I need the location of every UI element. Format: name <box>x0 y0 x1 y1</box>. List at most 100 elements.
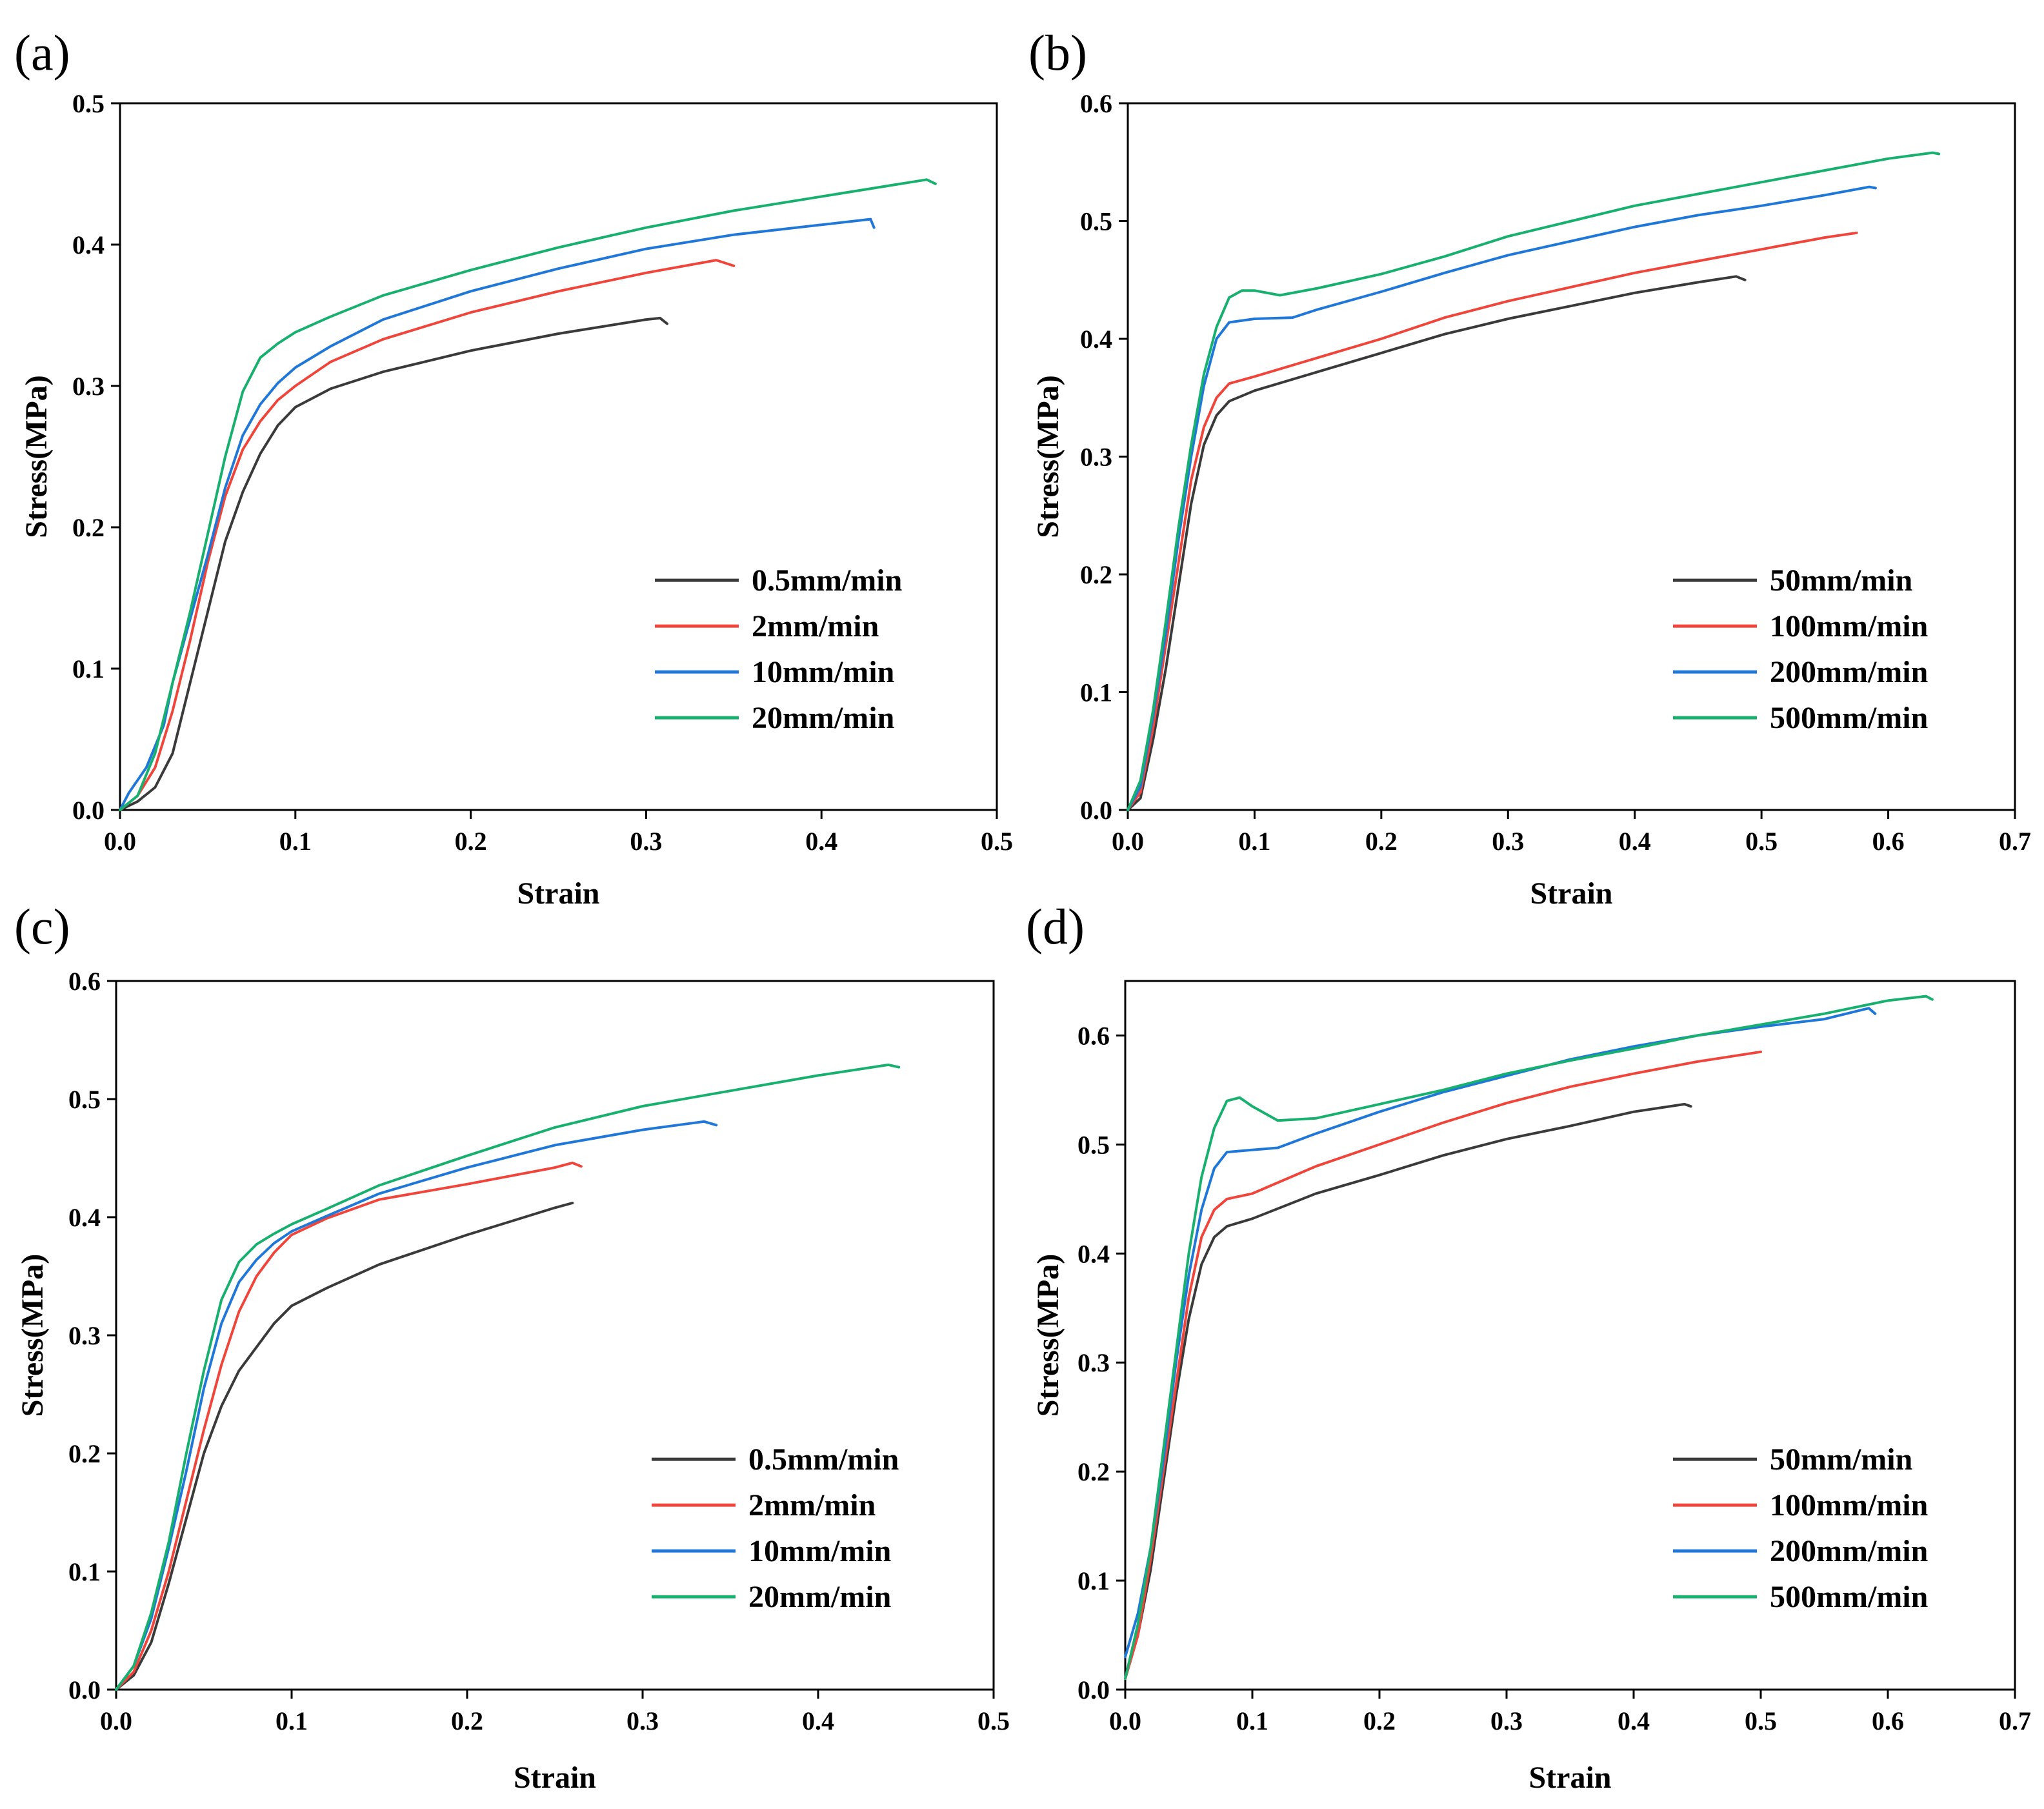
legend-label: 2mm/min <box>748 1488 876 1522</box>
x-axis-title: Strain <box>517 876 599 911</box>
x-axis-title: Strain <box>1530 876 1612 911</box>
x-tick-label: 0.3 <box>1492 827 1524 856</box>
y-tick-label: 0.1 <box>1080 678 1112 707</box>
legend-label: 20mm/min <box>748 1580 891 1614</box>
y-tick-label: 0.6 <box>68 967 101 996</box>
x-tick-label: 0.7 <box>1999 1706 2031 1735</box>
chart-panel-b: (b) 0.0 0.1 0.2 0.3 0.4 0.5 0.6 0.7 0.0 0.1 0.2 0.3 0… <box>1028 25 2031 911</box>
series-line-500mm-min <box>1127 151 1941 811</box>
y-tick-label: 0.1 <box>72 654 105 683</box>
x-tick-label: 0.3 <box>630 827 662 856</box>
x-tick-label: 0.3 <box>1490 1706 1523 1735</box>
y-tick-label: 0.0 <box>72 796 105 825</box>
legend-label: 100mm/min <box>1770 609 1928 643</box>
x-tick-label: 0.6 <box>1872 1706 1904 1735</box>
y-tick-label: 0.5 <box>1080 207 1112 236</box>
y-tick-label: 0.2 <box>72 513 105 542</box>
x-tick-label: 0.4 <box>802 1706 834 1735</box>
series-line-200mm-min <box>1127 185 1877 811</box>
y-axis-title: Stress(MPa) <box>15 1254 50 1417</box>
x-tick-label: 0.2 <box>1365 827 1398 856</box>
panel-label: (a) <box>14 25 70 81</box>
y-tick-label: 0.4 <box>1077 1239 1110 1268</box>
series-line-2mm-min <box>119 259 736 811</box>
panel-label: (c) <box>14 898 70 955</box>
chart-panel-a: (a) 0.0 0.1 0.2 0.3 0.4 0.5 0.0 0.1 0.2 0.3 0.4 0.5 S… <box>14 25 1013 911</box>
legend-label: 200mm/min <box>1770 1534 1928 1568</box>
y-tick-label: 0.2 <box>68 1439 101 1468</box>
y-tick-label: 0.5 <box>68 1085 101 1114</box>
x-tick-label: 0.6 <box>1872 827 1905 856</box>
x-tick-label: 0.2 <box>451 1706 483 1735</box>
panel-label: (b) <box>1028 25 1087 81</box>
series-line-20mm-min <box>115 1063 901 1691</box>
series-line-100mm-min <box>1124 1050 1762 1681</box>
series-line-2mm-min <box>115 1161 583 1691</box>
y-axis-title: Stress(MPa) <box>1031 1254 1065 1417</box>
legend-label: 200mm/min <box>1770 655 1928 689</box>
y-tick-label: 0.5 <box>72 89 105 118</box>
chart-panel-c: (c) 0.0 0.1 0.2 0.3 0.4 0.5 0.0 0.1 0.2 0.3 0.4 0.5 0… <box>14 898 1010 1795</box>
legend-label: 0.5mm/min <box>748 1442 899 1477</box>
y-tick-label: 0.3 <box>1077 1348 1110 1377</box>
y-tick-label: 0.1 <box>68 1557 101 1586</box>
series-line-100mm-min <box>1127 231 1858 811</box>
x-tick-label: 0.5 <box>1745 1706 1777 1735</box>
y-tick-label: 0.6 <box>1077 1021 1110 1050</box>
x-tick-label: 0.2 <box>455 827 487 856</box>
series-line-500mm-min <box>1124 995 1934 1681</box>
x-tick-label: 0.0 <box>100 1706 132 1735</box>
x-tick-label: 0.3 <box>626 1706 659 1735</box>
legend-label: 50mm/min <box>1770 1442 1912 1477</box>
y-tick-label: 0.0 <box>68 1675 101 1704</box>
x-tick-label: 0.1 <box>276 1706 308 1735</box>
chart-panel-d: (d) 0.0 0.1 0.2 0.3 0.4 0.5 0.6 0.7 0.0 0.1 0.2 0.3 0… <box>1026 898 2031 1795</box>
legend-label: 0.5mm/min <box>752 563 902 598</box>
x-tick-label: 0.5 <box>1745 827 1778 856</box>
legend-label: 10mm/min <box>748 1534 891 1568</box>
plot-frame <box>119 102 998 811</box>
plot-frame <box>1124 980 2016 1691</box>
legend-label: 20mm/min <box>752 701 894 735</box>
series-line-10mm-min <box>115 1120 718 1691</box>
x-tick-label: 0.5 <box>977 1706 1010 1735</box>
series-line-0-5mm-min <box>115 1202 574 1691</box>
y-tick-label: 0.3 <box>68 1321 101 1350</box>
legend-label: 500mm/min <box>1770 1580 1928 1614</box>
x-tick-label: 0.1 <box>1238 827 1270 856</box>
legend-label: 500mm/min <box>1770 701 1928 735</box>
x-axis-title: Strain <box>514 1761 596 1795</box>
y-tick-label: 0.6 <box>1080 89 1112 118</box>
series-line-50mm-min <box>1124 1102 1692 1681</box>
y-tick-label: 0.4 <box>72 230 105 259</box>
y-tick-label: 0.0 <box>1077 1675 1110 1704</box>
x-tick-label: 0.0 <box>1109 1706 1141 1735</box>
y-tick-label: 0.4 <box>68 1203 101 1232</box>
x-tick-label: 0.5 <box>981 827 1013 856</box>
x-tick-label: 0.0 <box>1112 827 1144 856</box>
series-line-50mm-min <box>1127 275 1747 811</box>
x-tick-label: 0.4 <box>1619 827 1651 856</box>
x-tick-label: 0.4 <box>1618 1706 1650 1735</box>
x-tick-label: 0.0 <box>104 827 136 856</box>
y-tick-label: 0.2 <box>1077 1457 1110 1486</box>
x-tick-label: 0.1 <box>1236 1706 1268 1735</box>
y-axis-title: Stress(MPa) <box>1031 375 1065 538</box>
y-tick-label: 0.0 <box>1080 796 1112 825</box>
x-tick-label: 0.4 <box>805 827 837 856</box>
y-tick-label: 0.3 <box>1080 443 1112 472</box>
x-tick-label: 0.2 <box>1363 1706 1396 1735</box>
x-tick-label: 0.7 <box>1999 827 2031 856</box>
panel-label: (d) <box>1026 898 1085 955</box>
legend-label: 2mm/min <box>752 609 879 643</box>
series-line-20mm-min <box>119 178 937 811</box>
legend-label: 50mm/min <box>1770 563 1912 598</box>
y-tick-label: 0.3 <box>72 372 105 401</box>
y-tick-label: 0.4 <box>1080 325 1112 354</box>
y-tick-label: 0.1 <box>1077 1566 1110 1595</box>
legend-label: 100mm/min <box>1770 1488 1928 1522</box>
y-tick-label: 0.2 <box>1080 560 1112 589</box>
x-axis-title: Strain <box>1528 1761 1611 1795</box>
series-line-0-5mm-min <box>119 316 668 811</box>
